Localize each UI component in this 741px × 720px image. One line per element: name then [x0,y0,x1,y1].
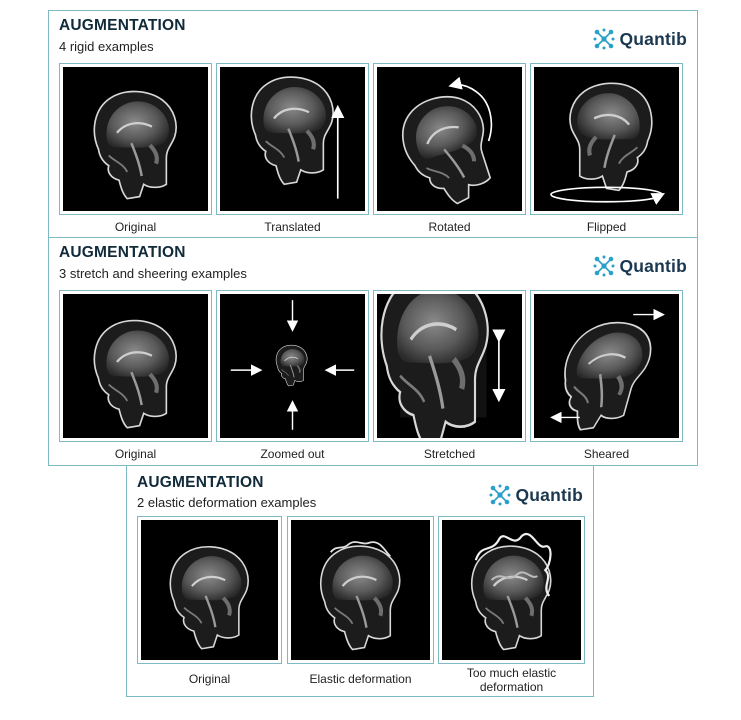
quantib-logo-icon [593,28,616,50]
mri-image-original [137,516,282,664]
mri-image-zoomed-out [216,290,369,442]
mri-image-too-much-elastic-deformation [438,516,585,664]
mri-image-rotated [373,63,526,215]
panel-title: AUGMENTATION [59,17,186,34]
caption: Flipped [586,220,627,234]
caption: Original [114,447,157,461]
panel-elastic: AUGMENTATION 2 elastic deformation examp… [126,465,594,697]
panel-subtitle: 3 stretch and sheering examples [59,266,247,281]
panel-stretch: AUGMENTATION 3 stretch and sheering exam… [48,237,698,466]
caption: Zoomed out [260,447,325,461]
panel-rigid: AUGMENTATION 4 rigid examples Quantib Or… [48,10,698,238]
logo-text: Quantib [619,28,687,49]
ellipse-rotate-arrow-icon [550,186,663,203]
quantib-logo: Quantib [489,484,583,506]
quantib-logo: Quantib [593,28,687,50]
panel-subtitle: 4 rigid examples [59,39,154,54]
caption: Too much elastic deformation [466,666,557,694]
panel-subtitle: 2 elastic deformation examples [137,495,317,510]
mri-image-flipped [530,63,683,215]
quantib-logo-icon [593,255,616,277]
mri-image-stretched [373,290,526,442]
mri-image-elastic-deformation [287,516,434,664]
caption: Translated [264,220,321,234]
logo-text: Quantib [515,484,583,505]
mri-image-sheared [530,290,683,442]
mri-image-original [59,63,212,215]
caption: Elastic deformation [309,672,412,686]
mri-image-translated [216,63,369,215]
panel-title: AUGMENTATION [59,244,186,261]
caption: Sheared [583,447,630,461]
caption: Stretched [423,447,476,461]
caption: Rotated [428,220,471,234]
logo-text: Quantib [619,255,687,276]
quantib-logo-icon [489,484,512,506]
caption: Original [114,220,157,234]
quantib-logo: Quantib [593,255,687,277]
caption: Original [188,672,231,686]
curved-rotate-arrow-icon [448,76,493,142]
mri-image-original [59,290,212,442]
panel-title: AUGMENTATION [137,474,264,491]
